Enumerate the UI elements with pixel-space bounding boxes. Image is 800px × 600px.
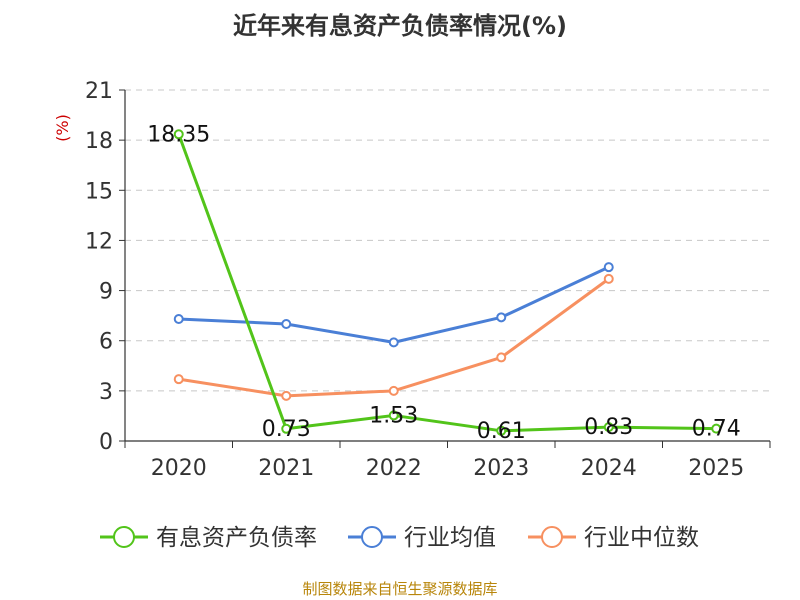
legend-item[interactable]: 行业均值 [348,525,496,551]
y-tick-label: 21 [85,79,113,104]
x-tick-label: 2023 [473,456,529,481]
legend-item[interactable]: 有息资产负债率 [100,525,317,551]
series-line [178,265,610,344]
chart-title: 近年来有息资产负债率情况(%) [233,12,567,40]
y-tick-label: 6 [99,330,113,355]
data-point[interactable] [603,273,614,284]
legend-label: 行业中位数 [584,525,699,551]
series-lines [173,129,722,436]
legend-label: 有息资产负债率 [156,525,317,551]
axes: 0 3 6 9 12 15 18 21 2020 2021 2022 2023 2024 2025 [85,79,771,481]
y-axis-unit: (%) [53,114,72,142]
data-point[interactable] [496,352,507,363]
y-tick-label: 12 [85,229,113,254]
data-label: 0.73 [262,417,311,442]
y-tick-label: 9 [99,280,113,305]
data-point[interactable] [496,312,507,323]
data-label: 1.53 [369,403,418,428]
data-label: 0.61 [477,419,526,444]
x-tick-label: 2020 [151,456,207,481]
data-point[interactable] [711,423,722,434]
data-point[interactable] [388,385,399,396]
data-point[interactable] [603,262,614,273]
data-point[interactable] [281,423,292,434]
y-tick-label: 15 [85,179,113,204]
data-label: 18.35 [147,122,210,147]
legend[interactable]: 有息资产负债率 行业均值 行业中位数 [100,525,699,551]
x-tick-label: 2021 [258,456,314,481]
data-point[interactable] [388,337,399,348]
legend-swatch-marker [361,526,383,548]
data-label: 0.83 [584,415,633,440]
data-point[interactable] [173,129,184,140]
data-label: 0.74 [692,417,741,442]
data-point[interactable] [603,422,614,433]
data-point[interactable] [173,313,184,324]
grid-lines [125,89,770,392]
y-tick-label: 3 [99,380,113,405]
data-point[interactable] [496,425,507,436]
x-tick-label: 2024 [581,456,637,481]
data-point[interactable] [281,390,292,401]
legend-swatch-marker [541,526,563,548]
y-tick-label: 0 [99,430,113,455]
x-tick-label: 2025 [688,456,744,481]
data-source-note: 制图数据来自恒生聚源数据库 [302,580,498,598]
series-line [177,133,717,433]
data-point[interactable] [388,410,399,421]
legend-swatch-marker [113,526,135,548]
data-labels: 18.35 0.73 1.53 0.61 0.83 0.74 [147,122,740,444]
legend-label: 行业均值 [404,525,496,551]
y-tick-label: 18 [85,129,113,154]
data-point[interactable] [173,374,184,385]
legend-item[interactable]: 行业中位数 [528,525,699,551]
x-tick-label: 2022 [366,456,422,481]
data-point[interactable] [281,319,292,329]
